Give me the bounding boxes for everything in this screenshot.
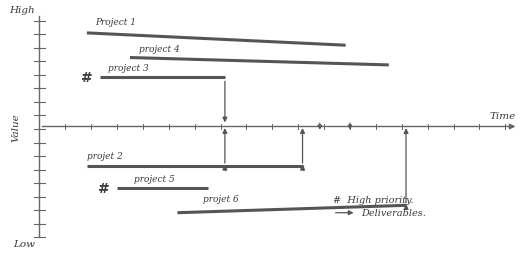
Text: Project 1: Project 1 <box>96 18 136 26</box>
Text: Value: Value <box>11 113 20 141</box>
Text: projet 2: projet 2 <box>87 151 123 160</box>
Text: project 3: project 3 <box>108 64 149 73</box>
Text: Deliverables.: Deliverables. <box>361 208 426 217</box>
Text: #  High priority.: # High priority. <box>333 195 413 204</box>
Text: project 4: project 4 <box>139 44 179 53</box>
Text: High: High <box>10 6 35 15</box>
Text: Time: Time <box>490 112 516 121</box>
Text: project 5: project 5 <box>134 174 175 183</box>
Text: #: # <box>98 181 110 195</box>
Text: projet 6: projet 6 <box>203 194 239 203</box>
Text: Low: Low <box>13 239 35 248</box>
Text: #: # <box>81 71 93 85</box>
